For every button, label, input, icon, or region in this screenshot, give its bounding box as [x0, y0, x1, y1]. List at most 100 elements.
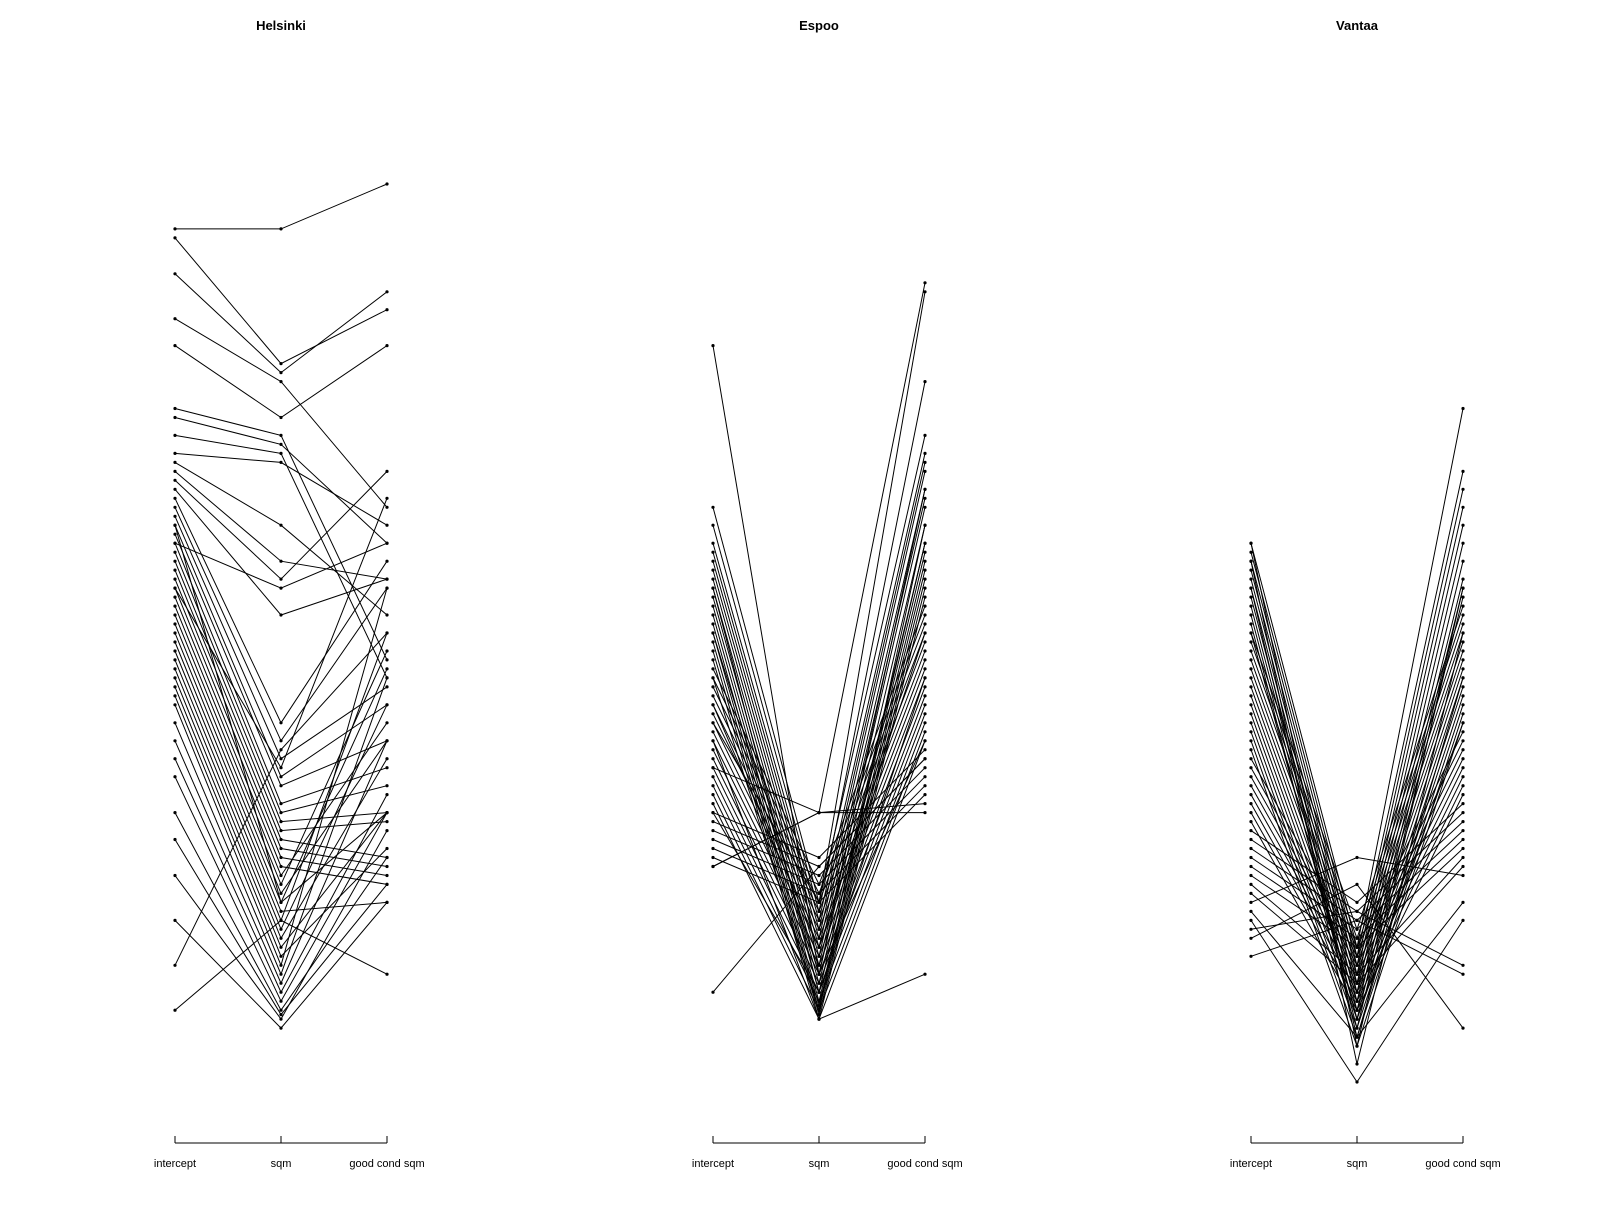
- data-point: [1355, 909, 1359, 914]
- data-point: [1355, 963, 1359, 967]
- data-point: [817, 954, 821, 958]
- data-point: [173, 236, 177, 240]
- data-point: [817, 811, 821, 815]
- data-point: [1355, 999, 1359, 1003]
- data-point: [923, 451, 927, 455]
- data-point: [923, 694, 927, 698]
- data-point: [279, 784, 283, 788]
- data-point: [1249, 658, 1253, 662]
- data-point: [1249, 873, 1253, 878]
- data-point: [385, 631, 389, 635]
- data-point: [1249, 811, 1253, 815]
- data-point: [1461, 577, 1465, 581]
- data-point: [711, 550, 715, 554]
- data-point: [385, 784, 389, 788]
- data-point: [279, 1026, 283, 1030]
- data-point: [817, 945, 821, 949]
- data-point: [923, 667, 927, 671]
- data-point: [817, 1004, 821, 1008]
- data-point: [279, 523, 283, 527]
- data-point: [711, 667, 715, 671]
- data-point: [173, 694, 177, 698]
- data-point: [1249, 622, 1253, 626]
- data-point: [385, 873, 389, 878]
- data-point: [173, 963, 177, 967]
- data-point: [711, 703, 715, 707]
- data-point: [173, 757, 177, 761]
- panel-helsinki: Helsinki intercept sqm good cond sqm: [154, 18, 425, 1170]
- data-point: [711, 694, 715, 698]
- data-point: [711, 730, 715, 734]
- data-point: [923, 784, 927, 788]
- data-point: [1249, 667, 1253, 671]
- x-tick-label: intercept: [1230, 1158, 1272, 1170]
- data-point: [711, 766, 715, 770]
- data-point: [1461, 972, 1465, 976]
- data-point: [1249, 748, 1253, 752]
- data-point: [173, 514, 177, 518]
- data-point: [173, 631, 177, 635]
- data-point: [173, 604, 177, 608]
- data-point: [711, 541, 715, 545]
- data-point: [279, 1017, 283, 1021]
- data-point: [1355, 918, 1359, 923]
- data-point: [1461, 622, 1465, 626]
- data-point: [711, 676, 715, 680]
- data-point: [385, 182, 389, 186]
- data-point: [385, 846, 389, 851]
- data-point: [173, 344, 177, 348]
- data-point: [1249, 891, 1253, 896]
- data-point: [923, 586, 927, 590]
- data-point: [923, 721, 927, 725]
- data-point: [711, 595, 715, 599]
- series-line-34: [1250, 821, 1464, 922]
- data-point: [1461, 640, 1465, 644]
- data-point: [173, 613, 177, 617]
- data-point: [385, 586, 389, 590]
- data-point: [1249, 676, 1253, 680]
- data-point: [173, 577, 177, 581]
- data-point: [385, 685, 389, 689]
- data-point: [1355, 936, 1359, 940]
- data-point: [1249, 739, 1253, 743]
- data-point: [1461, 855, 1465, 860]
- data-point: [173, 415, 177, 420]
- data-point: [923, 775, 927, 779]
- data-point: [1461, 523, 1465, 527]
- data-point: [1249, 837, 1253, 842]
- data-point: [711, 622, 715, 626]
- data-point: [173, 775, 177, 779]
- data-point: [385, 676, 389, 680]
- data-point: [1355, 981, 1359, 985]
- data-point: [923, 469, 927, 473]
- data-point: [279, 909, 283, 914]
- data-point: [1355, 927, 1359, 931]
- data-point: [279, 954, 283, 958]
- data-point: [1461, 766, 1465, 770]
- data-point: [1249, 577, 1253, 581]
- data-point: [173, 640, 177, 644]
- data-point: [279, 442, 283, 446]
- data-point: [711, 829, 715, 833]
- series-line-35: [1250, 830, 1464, 930]
- data-point: [923, 577, 927, 581]
- series-line-37: [1250, 848, 1464, 948]
- data-point: [279, 900, 283, 905]
- data-point: [279, 227, 283, 231]
- data-point: [923, 595, 927, 599]
- data-point: [817, 909, 821, 914]
- data-point: [385, 577, 389, 581]
- data-point: [173, 532, 177, 536]
- series-line-3: [174, 318, 388, 508]
- series-line-4: [1250, 525, 1464, 984]
- data-point: [1461, 631, 1465, 635]
- data-point: [385, 757, 389, 761]
- data-point: [173, 811, 177, 815]
- data-point: [385, 469, 389, 473]
- series-line-21: [1250, 704, 1464, 1030]
- data-point: [1249, 703, 1253, 707]
- data-point: [385, 900, 389, 905]
- data-point: [711, 793, 715, 797]
- data-point: [711, 613, 715, 617]
